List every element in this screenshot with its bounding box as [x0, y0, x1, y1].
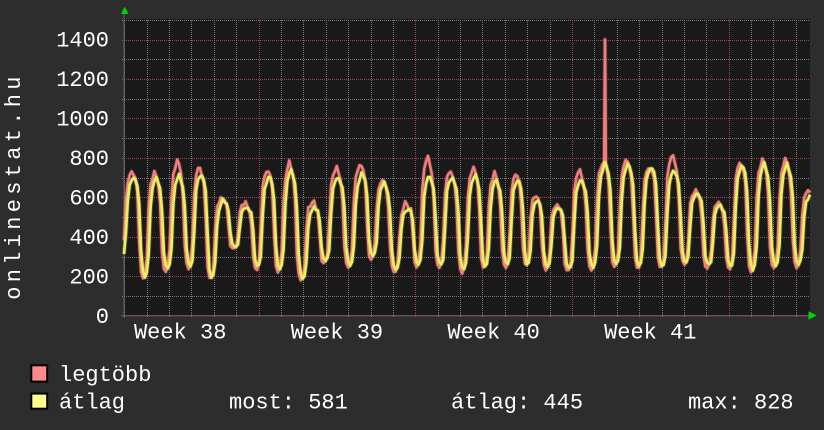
svg-text:Week 40: Week 40	[447, 321, 539, 346]
svg-text:most: 581: most: 581	[229, 391, 348, 416]
svg-text:legtöbb: legtöbb	[59, 363, 151, 388]
svg-text:átlag: 445: átlag: 445	[451, 391, 583, 416]
svg-text:0: 0	[96, 305, 109, 330]
svg-text:Week 39: Week 39	[291, 321, 383, 346]
svg-text:1000: 1000	[56, 108, 109, 133]
svg-text:200: 200	[69, 265, 109, 290]
svg-text:max: 828: max: 828	[688, 391, 794, 416]
svg-text:átlag: átlag	[59, 391, 125, 416]
svg-text:600: 600	[69, 187, 109, 212]
svg-text:800: 800	[69, 147, 109, 172]
svg-text:Week 38: Week 38	[134, 321, 226, 346]
svg-text:400: 400	[69, 226, 109, 251]
svg-text:onlinestat.hu: onlinestat.hu	[2, 72, 27, 300]
svg-text:1200: 1200	[56, 68, 109, 93]
svg-text:1400: 1400	[56, 29, 109, 54]
svg-text:Week 41: Week 41	[604, 321, 696, 346]
